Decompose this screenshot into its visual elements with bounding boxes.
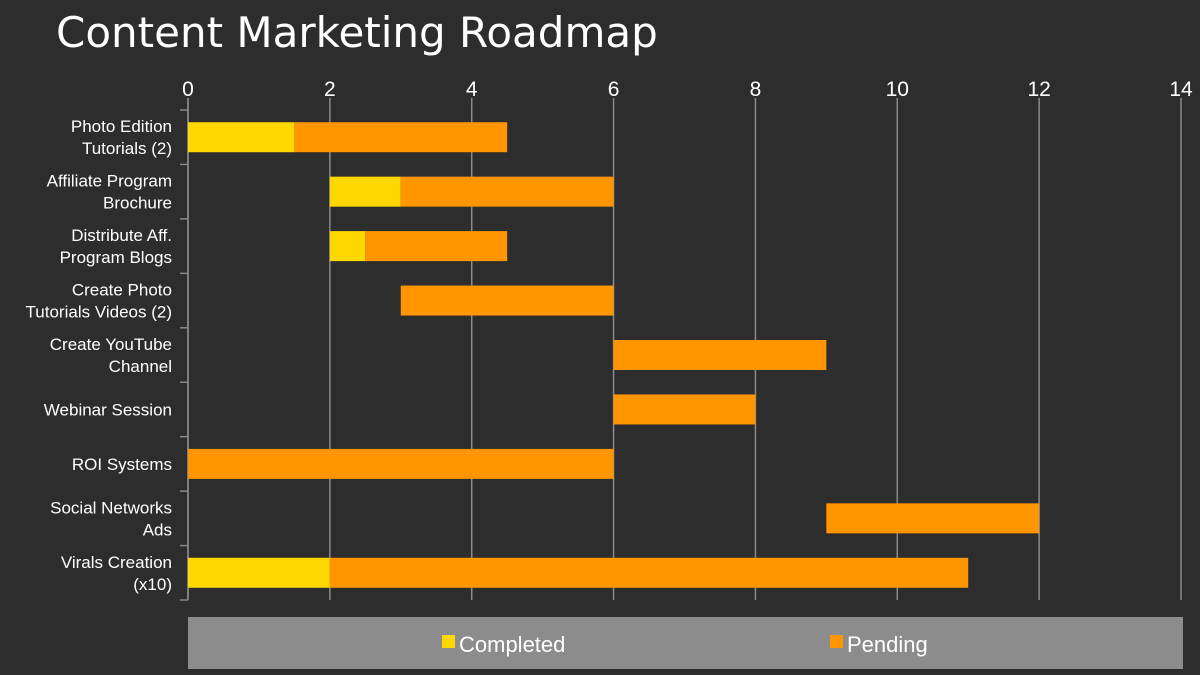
category-label: Create YouTube Channel xyxy=(50,335,172,376)
x-tick-label: 10 xyxy=(886,78,909,101)
chart-title: Content Marketing Roadmap xyxy=(56,8,658,57)
category-label: Photo Edition Tutorials (2) xyxy=(71,117,172,158)
x-tick-label: 4 xyxy=(466,78,478,101)
category-label: Virals Creation (x10) xyxy=(61,553,172,594)
bar-completed xyxy=(329,176,401,207)
category-label: Webinar Session xyxy=(44,400,172,419)
x-tick-label: 0 xyxy=(182,78,194,101)
x-axis-ticks: 0 2 4 6 8 10 12 14 xyxy=(182,78,1193,101)
bars xyxy=(188,122,1040,588)
category-labels: Photo Edition Tutorials (2) Affiliate Prog… xyxy=(26,117,172,594)
bar-pending xyxy=(188,448,614,479)
category-label: Social Networks Ads xyxy=(50,498,172,539)
category-label: ROI Systems xyxy=(72,455,172,474)
x-tick-label: 14 xyxy=(1169,78,1193,101)
x-tick-label: 8 xyxy=(750,78,762,101)
legend-label-pending: Pending xyxy=(847,632,928,657)
bar-pending xyxy=(400,285,614,316)
legend-box xyxy=(188,617,1183,669)
category-label: Distribute Aff. Program Blogs xyxy=(60,226,172,267)
bar-pending xyxy=(613,340,827,370)
bar-completed xyxy=(188,122,295,153)
legend: Completed Pending xyxy=(188,617,1183,669)
bar-pending xyxy=(826,503,1040,534)
bar-pending xyxy=(329,557,969,588)
bar-pending xyxy=(365,231,508,262)
category-label: Create Photo Tutorials Videos (2) xyxy=(26,281,172,322)
legend-swatch-pending xyxy=(830,635,843,648)
legend-swatch-completed xyxy=(442,635,455,648)
x-tick-label: 6 xyxy=(608,78,620,101)
x-tick-label: 2 xyxy=(324,78,336,101)
bar-pending xyxy=(294,122,508,153)
legend-label-completed: Completed xyxy=(459,632,565,657)
bar-pending xyxy=(613,394,756,425)
bar-completed xyxy=(329,231,366,262)
category-label: Affiliate Program Brochure xyxy=(47,172,172,213)
x-tick-label: 12 xyxy=(1027,78,1050,101)
bar-completed xyxy=(188,557,330,588)
bar-pending xyxy=(400,176,614,207)
